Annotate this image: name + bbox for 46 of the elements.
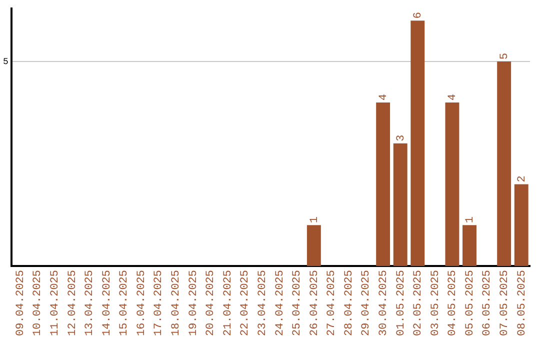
x-tick-label: 24.04.2025	[274, 270, 286, 336]
x-tick-label: 20.04.2025	[205, 270, 218, 336]
data-label: 5	[498, 52, 511, 60]
x-tick-label: 30.04.2025	[378, 270, 390, 336]
x-tick-label: 22.04.2025	[240, 270, 252, 336]
data-label: 1	[308, 216, 321, 224]
bar	[393, 143, 408, 266]
bar	[306, 225, 321, 266]
data-label: 2	[516, 176, 528, 182]
bar	[376, 102, 390, 266]
x-tick-label: 15.04.2025	[118, 270, 131, 336]
x-tick-label: 27.04.2025	[326, 270, 338, 336]
x-tick-label: 10.04.2025	[32, 270, 44, 336]
x-tick-label: 09.04.2025	[14, 270, 27, 336]
bar	[445, 102, 460, 266]
data-label: 4	[447, 93, 460, 100]
x-tick-label: 21.04.2025	[222, 270, 234, 336]
data-label: 4	[378, 93, 390, 100]
bar	[462, 225, 476, 266]
x-tick-label: 13.04.2025	[84, 270, 96, 336]
x-tick-label: 26.04.2025	[308, 270, 321, 336]
x-tick-label: 28.04.2025	[343, 270, 356, 336]
x-tick-label: 04.05.2025	[447, 270, 460, 336]
data-label: 1	[464, 216, 476, 224]
x-tick-label: 06.05.2025	[482, 270, 494, 336]
bar	[514, 184, 528, 266]
bar	[497, 62, 512, 266]
data-label: 3	[395, 134, 408, 142]
x-tick-label: 19.04.2025	[188, 270, 200, 336]
x-tick-label: 11.04.2025	[50, 270, 62, 336]
x-tick-label: 03.05.2025	[430, 270, 442, 336]
x-tick-label: 16.04.2025	[136, 270, 148, 336]
x-tick-label: 23.04.2025	[256, 270, 269, 336]
x-tick-label: 14.04.2025	[101, 270, 114, 336]
x-tick-label: 01.05.2025	[395, 270, 408, 336]
x-tick-label: 12.04.2025	[66, 270, 79, 336]
x-tick-label: 18.04.2025	[170, 270, 183, 336]
x-tick-label: 07.05.2025	[498, 270, 511, 336]
x-tick-label: 02.05.2025	[412, 270, 425, 336]
x-tick-label: 25.04.2025	[292, 270, 304, 336]
x-tick-label: 08.05.2025	[516, 270, 528, 336]
bar	[410, 20, 425, 266]
x-tick-label: 05.05.2025	[464, 270, 476, 336]
data-label: 6	[412, 12, 425, 19]
x-tick-label: 29.04.2025	[360, 270, 373, 336]
x-tick-label: 17.04.2025	[153, 270, 166, 336]
